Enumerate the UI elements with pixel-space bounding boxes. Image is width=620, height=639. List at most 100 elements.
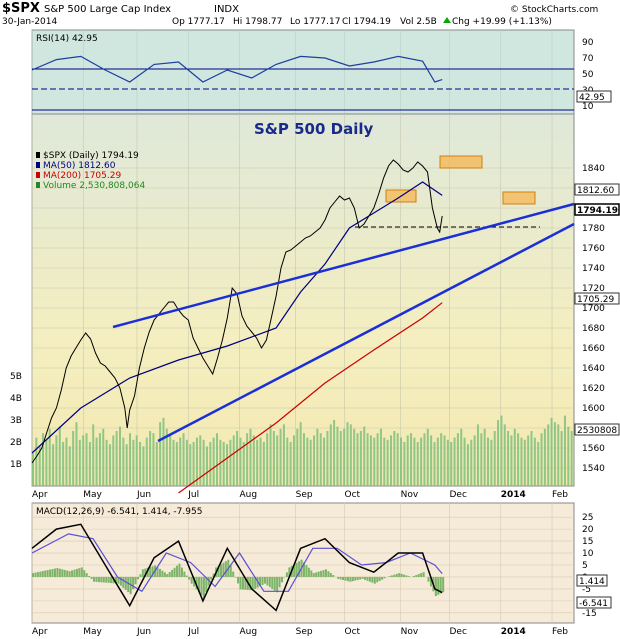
macd-hist-bar (173, 567, 176, 577)
macd-hist-bar (115, 576, 118, 584)
rsi-tag-box (576, 90, 612, 103)
volume-ticks: 5B 4B 3B 2B 1B (10, 372, 22, 470)
volume-bar (52, 444, 55, 486)
volume-tag-box (574, 423, 620, 436)
index-name: S&P 500 Large Cap Index (44, 4, 171, 15)
macd-hist-bar (407, 576, 410, 577)
x-axis-label: Apr (32, 490, 48, 500)
volume-bar (456, 433, 459, 486)
price-tick-label: 1740 (582, 264, 605, 274)
volume-bar (169, 435, 172, 486)
volume-bar (262, 442, 265, 486)
volume-bar (500, 415, 503, 486)
volume-bar (48, 428, 51, 486)
volume-bar (289, 442, 292, 486)
volume-bar (329, 424, 332, 486)
volume-bar (292, 435, 295, 486)
volume-bar (379, 428, 382, 486)
volume-bar (272, 431, 275, 486)
volume-bar (189, 444, 192, 486)
close-tag: 1794.19 (577, 206, 618, 216)
macd-hist-bar (276, 576, 279, 593)
volume-bar (533, 437, 536, 486)
macd-hist-bar (320, 570, 323, 577)
volume-bar (520, 437, 523, 486)
volume-bar (152, 433, 155, 486)
macd-hist-bar (266, 576, 269, 586)
volume-value: Vol 2.5B (400, 17, 437, 27)
macd-hist-bar (163, 572, 166, 577)
x-axis-label: Feb (552, 627, 568, 637)
macd-hist-bar (310, 570, 313, 577)
price-tick-label: 1840 (582, 164, 605, 174)
price-tick-label: 1680 (582, 324, 605, 334)
macd-hist-bar (278, 576, 281, 588)
volume-bar (306, 437, 309, 486)
volume-bar (480, 433, 483, 486)
macd-tag-box (576, 596, 612, 609)
high-value: Hi 1798.77 (233, 17, 282, 27)
macd-x-axis: Apr May Jun Jul Aug Sep Oct Nov Dec 2014 Feb (32, 627, 568, 637)
macd-hist-bar (422, 572, 425, 577)
macd-hist-bar (281, 576, 284, 583)
price-tick-label: 1640 (582, 364, 605, 374)
volume-bar (466, 444, 469, 486)
volume-bar (232, 435, 235, 486)
macd-hist-bar (298, 561, 301, 577)
chart-title: S&P 500 Daily (254, 120, 373, 138)
volume-bar (460, 428, 463, 486)
volume-bar (517, 433, 520, 486)
price-panel-bg (31, 113, 575, 487)
volume-bar (400, 437, 403, 486)
macd-hist-bar (97, 576, 100, 583)
macd-hist-bar (49, 569, 52, 577)
macd-hist-bar (217, 565, 220, 577)
volume-bar (95, 437, 98, 486)
macd-hist-bar (346, 576, 349, 582)
rsi-grid (31, 30, 553, 114)
macd-hist-bar (224, 561, 227, 577)
volume-bar (537, 442, 540, 486)
volume-bar (65, 437, 68, 486)
x-axis-label: Jul (187, 627, 199, 637)
macd-hist-bar (403, 574, 406, 577)
volume-bar (389, 435, 392, 486)
volume-bar (132, 439, 135, 486)
macd-hist-bar (339, 576, 342, 580)
volume-bar (185, 439, 188, 486)
macd-hist-bar (222, 562, 225, 577)
volume-bar (497, 420, 500, 486)
volume-bar (259, 437, 262, 486)
macd-hist-bar (139, 574, 142, 577)
macd-hist-bar (56, 568, 59, 577)
price-tick-label: 1560 (582, 444, 605, 454)
volume-bar (172, 439, 175, 486)
macd-hist-bar (124, 576, 127, 590)
close-value: Cl 1794.19 (342, 17, 391, 27)
macd-hist-bar (381, 576, 384, 580)
macd-hist-bar (193, 576, 196, 587)
macd-hist-bar (146, 567, 149, 577)
macd-hist-bar (405, 575, 408, 577)
macd-hist-bar (285, 572, 288, 577)
legend-label: $SPX (Daily) 1794.19 (43, 151, 139, 161)
price-tick-label: 1780 (582, 224, 605, 234)
rsi-panel: RSI(14) 42.95 9070503010 42.95 (31, 29, 612, 115)
volume-bar (175, 442, 178, 486)
x-axis-label: 2014 (501, 490, 526, 500)
volume-bar (309, 439, 312, 486)
macd-hist-bar (412, 576, 415, 577)
volume-bar (239, 437, 242, 486)
volume-bar (567, 426, 570, 486)
volume-bar (276, 435, 279, 486)
macd-hist-bar (366, 576, 369, 581)
macd-hist-bar (273, 576, 276, 591)
volume-bar (487, 437, 490, 486)
volume-bar (62, 442, 65, 486)
volume-bar (426, 428, 429, 486)
macd-hist-bar (324, 569, 327, 577)
macd-hist-bar (361, 576, 364, 579)
volume-bar (296, 428, 299, 486)
x-axis-label: May (83, 490, 102, 500)
macd-hist-bar (439, 576, 442, 594)
